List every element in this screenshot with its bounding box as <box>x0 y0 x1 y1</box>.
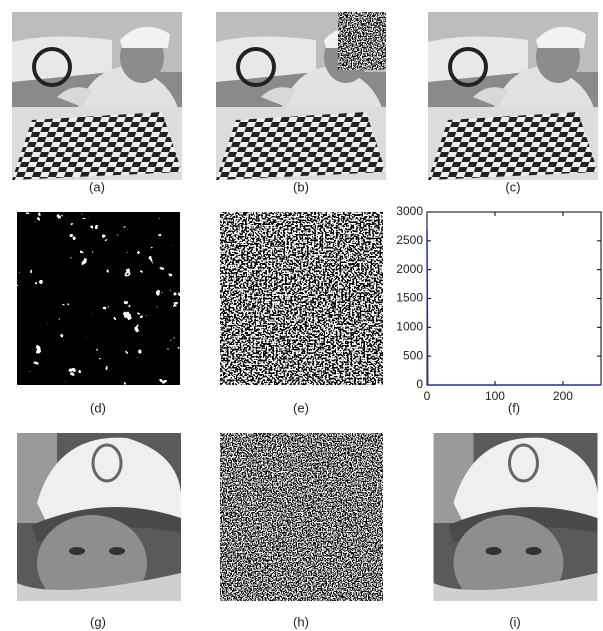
x-tick-label: 100 <box>485 389 505 403</box>
noise-image <box>220 433 383 601</box>
plot-area <box>426 211 602 386</box>
panel-label: (c) <box>505 179 520 194</box>
image <box>12 12 182 180</box>
noise-image <box>220 212 383 385</box>
panel-label: (h) <box>293 614 309 629</box>
image <box>433 433 598 601</box>
x-tick-label: 0 <box>424 389 431 403</box>
y-tick-label: 500 <box>403 348 423 362</box>
y-tick-label: 1500 <box>396 291 423 305</box>
panel-label: (b) <box>293 179 309 194</box>
image <box>17 433 181 601</box>
panel-label: (g) <box>90 614 106 629</box>
panel-label: (f) <box>508 400 520 415</box>
y-tick-label: 2000 <box>396 262 423 276</box>
y-tick-label: 1000 <box>396 320 423 334</box>
panel-label: (e) <box>293 400 309 415</box>
edge-image <box>17 212 180 385</box>
y-tick-label: 2500 <box>396 233 423 247</box>
x-tick-label: 200 <box>553 389 573 403</box>
y-tick-label: 3000 <box>396 204 423 218</box>
y-tick-label: 0 <box>416 377 423 391</box>
data-line <box>426 229 601 386</box>
panel-label: (d) <box>90 400 106 415</box>
image <box>428 12 598 180</box>
panel-label: (i) <box>509 614 521 629</box>
noise-patch <box>338 12 386 70</box>
panel-label: (a) <box>89 179 105 194</box>
histogram-chart: 0 500 1000 1500 2000 2500 3000 0 100 200 <box>396 204 602 403</box>
